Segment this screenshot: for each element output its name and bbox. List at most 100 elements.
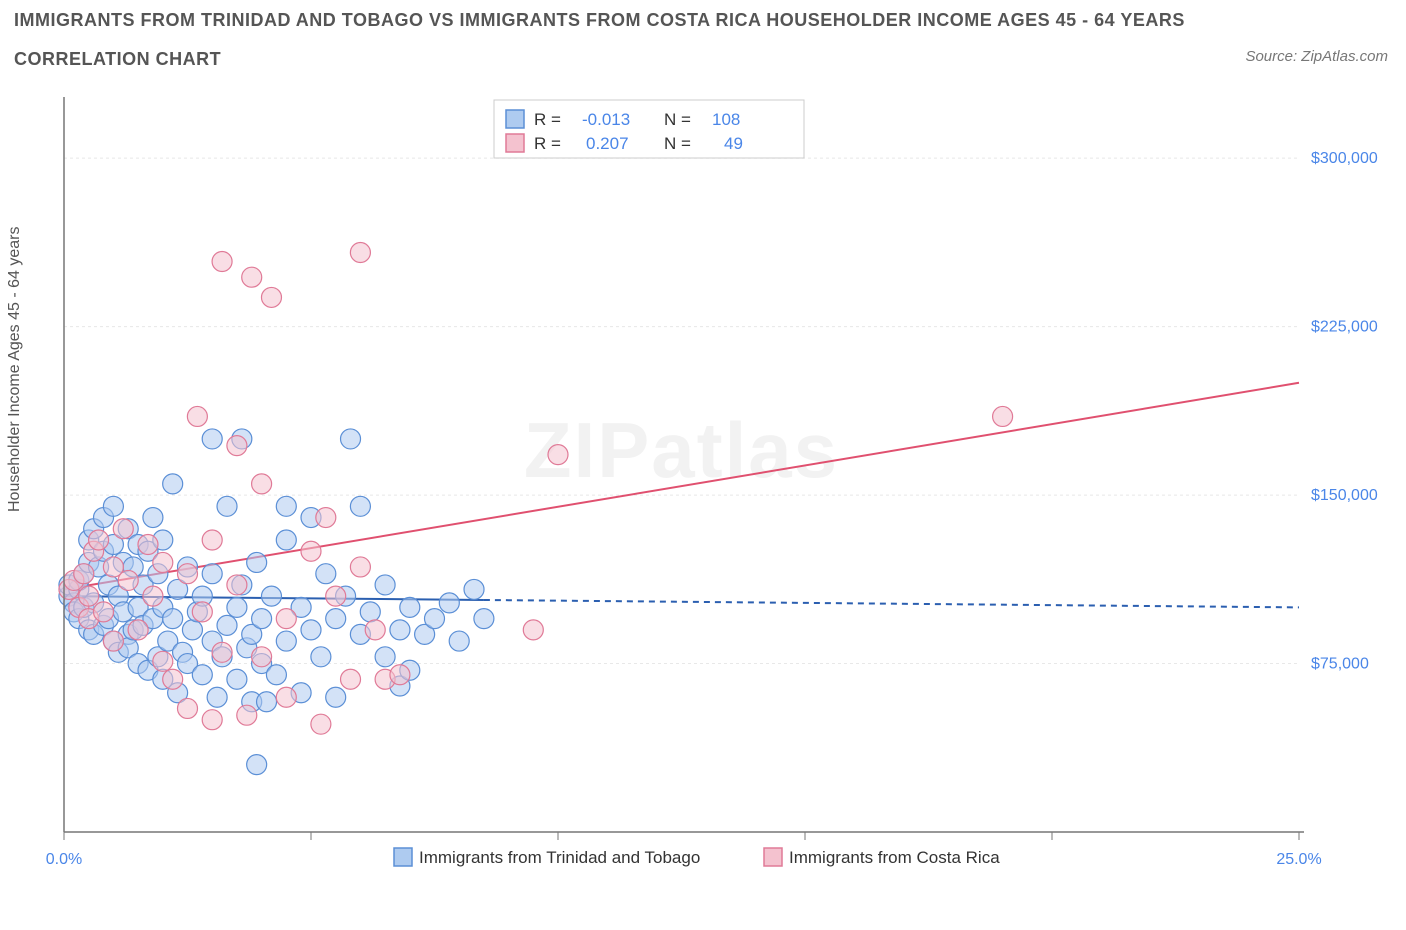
- x-tick-label: 25.0%: [1276, 851, 1321, 868]
- data-point: [301, 541, 321, 561]
- data-point: [350, 557, 370, 577]
- data-point: [227, 597, 247, 617]
- data-point: [252, 474, 272, 494]
- data-point: [316, 508, 336, 528]
- chart-title-line1: IMMIGRANTS FROM TRINIDAD AND TOBAGO VS I…: [0, 0, 1406, 31]
- bottom-legend-swatch-costarica: [764, 848, 782, 866]
- data-point: [365, 620, 385, 640]
- data-point: [227, 575, 247, 595]
- legend-n-costarica: 49: [724, 134, 743, 153]
- data-point: [138, 534, 158, 554]
- legend-r-costarica: 0.207: [586, 134, 629, 153]
- data-point: [227, 669, 247, 689]
- bottom-legend-swatch-trinidad: [394, 848, 412, 866]
- data-point: [375, 647, 395, 667]
- y-axis-title: Householder Income Ages 45 - 64 years: [6, 227, 24, 513]
- data-point: [276, 687, 296, 707]
- correlation-scatter-chart: ZIPatlas 0.0% 25.0% $75,000 $150,000 $225,000…: [14, 92, 1392, 902]
- legend-swatch-costarica: [506, 134, 524, 152]
- watermark: ZIPatlas: [524, 406, 839, 494]
- data-point: [276, 609, 296, 629]
- data-point: [276, 496, 296, 516]
- data-point: [178, 564, 198, 584]
- data-point: [326, 586, 346, 606]
- data-point: [390, 620, 410, 640]
- data-point: [103, 631, 123, 651]
- data-point: [350, 496, 370, 516]
- data-point: [252, 647, 272, 667]
- data-point: [163, 669, 183, 689]
- bottom-legend-label-trinidad: Immigrants from Trinidad and Tobago: [419, 848, 700, 867]
- source-credit: Source: ZipAtlas.com: [1245, 48, 1388, 65]
- data-point: [79, 586, 99, 606]
- data-point: [182, 620, 202, 640]
- data-point: [202, 429, 222, 449]
- data-point: [153, 651, 173, 671]
- data-point: [128, 620, 148, 640]
- data-point: [311, 714, 331, 734]
- data-point: [523, 620, 543, 640]
- data-point: [187, 406, 207, 426]
- data-point: [326, 609, 346, 629]
- data-point: [439, 593, 459, 613]
- x-tick-label: 0.0%: [46, 851, 82, 868]
- data-point: [247, 552, 267, 572]
- data-point: [202, 710, 222, 730]
- data-point: [341, 429, 361, 449]
- data-point: [464, 579, 484, 599]
- legend-n-trinidad: 108: [712, 110, 740, 129]
- legend-r-trinidad: -0.013: [582, 110, 630, 129]
- data-point: [113, 519, 133, 539]
- trend-line-trinidad-dashed: [484, 600, 1299, 607]
- data-point: [261, 287, 281, 307]
- data-point: [311, 647, 331, 667]
- data-point: [217, 615, 237, 635]
- data-point: [89, 530, 109, 550]
- data-point: [192, 602, 212, 622]
- data-point: [74, 564, 94, 584]
- data-point: [301, 620, 321, 640]
- data-point: [276, 631, 296, 651]
- data-point: [400, 597, 420, 617]
- legend-r-label: R =: [534, 134, 561, 153]
- data-point: [350, 242, 370, 262]
- y-tick-label: $150,000: [1311, 487, 1378, 504]
- data-point: [118, 570, 138, 590]
- data-point: [237, 705, 257, 725]
- data-point: [247, 755, 267, 775]
- data-point: [143, 586, 163, 606]
- data-point: [212, 642, 232, 662]
- bottom-legend-label-costarica: Immigrants from Costa Rica: [789, 848, 1000, 867]
- data-point: [390, 665, 410, 685]
- data-point: [202, 564, 222, 584]
- data-point: [252, 609, 272, 629]
- data-point: [257, 692, 277, 712]
- data-point: [548, 445, 568, 465]
- data-point: [326, 687, 346, 707]
- data-point: [212, 251, 232, 271]
- legend-n-label: N =: [664, 110, 691, 129]
- data-point: [242, 267, 262, 287]
- data-point: [449, 631, 469, 651]
- data-point: [375, 575, 395, 595]
- data-point: [207, 687, 227, 707]
- data-point: [316, 564, 336, 584]
- data-point: [360, 602, 380, 622]
- y-tick-label: $75,000: [1311, 656, 1369, 673]
- data-point: [425, 609, 445, 629]
- legend-r-label: R =: [534, 110, 561, 129]
- y-tick-label: $225,000: [1311, 319, 1378, 336]
- data-point: [202, 530, 222, 550]
- data-point: [153, 552, 173, 572]
- y-tick-label: $300,000: [1311, 150, 1378, 167]
- legend-n-label: N =: [664, 134, 691, 153]
- data-point: [276, 530, 296, 550]
- data-point: [178, 698, 198, 718]
- data-point: [103, 496, 123, 516]
- data-point: [163, 474, 183, 494]
- chart-container: Householder Income Ages 45 - 64 years ZI…: [14, 92, 1392, 902]
- data-point: [163, 609, 183, 629]
- data-point: [993, 406, 1013, 426]
- legend-swatch-trinidad: [506, 110, 524, 128]
- data-point: [94, 602, 114, 622]
